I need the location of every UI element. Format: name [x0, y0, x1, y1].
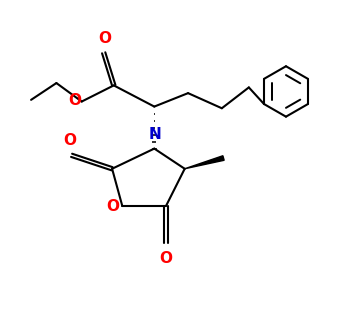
Text: N: N — [148, 127, 161, 142]
Text: O: O — [160, 251, 173, 266]
Polygon shape — [185, 156, 224, 169]
Text: O: O — [106, 199, 119, 214]
Text: O: O — [68, 93, 81, 108]
Text: O: O — [98, 31, 111, 46]
Text: O: O — [63, 133, 76, 148]
